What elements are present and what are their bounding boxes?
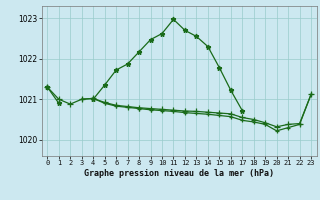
X-axis label: Graphe pression niveau de la mer (hPa): Graphe pression niveau de la mer (hPa): [84, 169, 274, 178]
